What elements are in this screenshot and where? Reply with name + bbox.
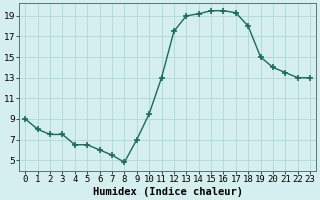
- X-axis label: Humidex (Indice chaleur): Humidex (Indice chaleur): [93, 186, 243, 197]
